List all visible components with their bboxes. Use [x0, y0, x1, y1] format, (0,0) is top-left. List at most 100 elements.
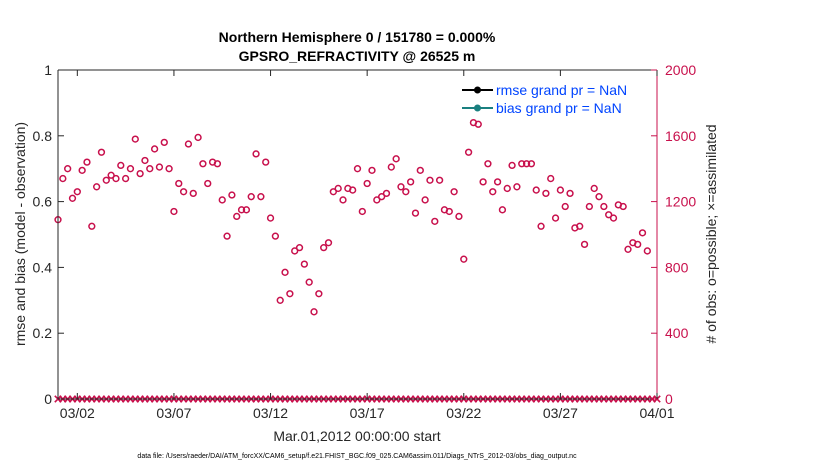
- possible-obs-marker: [503, 184, 511, 193]
- possible-obs-marker: [300, 260, 309, 268]
- x-axis-label: Mar.01,2012 00:00:00 start: [273, 428, 440, 444]
- possible-obs-marker: [136, 169, 144, 178]
- possible-obs-marker: [266, 214, 275, 222]
- possible-obs-marker: [489, 188, 497, 196]
- possible-obs-marker: [638, 229, 647, 237]
- possible-obs-marker: [223, 232, 231, 240]
- legend-marker-rmse: [474, 86, 481, 94]
- possible-obs-marker: [112, 174, 120, 183]
- possible-obs-marker: [233, 212, 241, 221]
- chart-title-line2: GPSRO_REFRACTIVITY @ 26525 m: [239, 48, 476, 64]
- possible-obs-marker: [508, 161, 516, 170]
- possible-obs-marker: [305, 278, 313, 286]
- left-y-axis-label: rmse and bias (model - observation): [12, 122, 28, 346]
- possible-obs-marker: [59, 174, 67, 183]
- legend-background: [456, 81, 644, 115]
- possible-obs-marker: [131, 135, 139, 143]
- possible-obs-marker: [358, 207, 366, 216]
- x-tick-label: 03/07: [156, 405, 191, 421]
- possible-obs-marker: [421, 196, 429, 204]
- possible-obs-marker: [237, 206, 246, 214]
- plot-background: [58, 70, 657, 399]
- possible-obs-marker: [547, 174, 555, 183]
- x-tick-label: 04/01: [639, 405, 674, 421]
- possible-obs-marker: [542, 189, 550, 198]
- possible-obs-marker: [624, 245, 632, 253]
- possible-obs-marker: [78, 166, 86, 174]
- possible-obs-marker: [600, 202, 608, 211]
- possible-obs-marker: [527, 160, 536, 168]
- possible-obs-marker: [561, 202, 569, 211]
- possible-obs-marker: [320, 244, 328, 252]
- left-y-axis-ticks: 0 0.2 0.4 0.6 0.8 1: [33, 62, 64, 407]
- possible-obs-marker: [184, 140, 193, 148]
- possible-obs-marker: [551, 214, 560, 222]
- possible-obs-marker: [204, 179, 212, 188]
- right-y-axis-ticks: 0 400 800 1200 1600 2000: [651, 62, 696, 407]
- data-file-footer: data file: /Users/raeder/DAI/ATM_forcXX/…: [137, 453, 577, 460]
- possible-obs-series: [54, 118, 651, 316]
- possible-obs-marker: [334, 184, 342, 193]
- possible-obs-marker: [73, 188, 81, 196]
- possible-obs-marker: [262, 158, 270, 166]
- possible-obs-marker: [392, 155, 400, 163]
- possible-obs-marker: [281, 268, 289, 276]
- possible-obs-marker: [619, 202, 627, 211]
- possible-obs-marker: [455, 212, 463, 221]
- possible-obs-marker: [286, 290, 294, 298]
- right-y-tick-label: 0: [665, 391, 673, 407]
- right-y-tick-label: 2000: [665, 62, 696, 78]
- possible-obs-marker: [566, 189, 574, 198]
- possible-obs-marker: [218, 196, 226, 204]
- possible-obs-marker: [170, 207, 178, 216]
- possible-obs-marker: [605, 211, 613, 219]
- possible-obs-marker: [585, 202, 594, 211]
- possible-obs-marker: [146, 165, 154, 173]
- chart-title-line1: Northern Hemisphere 0 / 151780 = 0.000%: [219, 29, 496, 45]
- possible-obs-marker: [199, 160, 207, 168]
- possible-obs-marker: [117, 161, 125, 170]
- possible-obs-marker: [406, 178, 415, 186]
- possible-obs-marker: [295, 244, 304, 252]
- possible-obs-marker: [474, 120, 482, 128]
- right-y-tick-label: 1200: [665, 194, 696, 210]
- possible-obs-marker: [189, 189, 197, 198]
- right-y-tick-label: 1600: [665, 128, 696, 144]
- x-axis-ticks: 03/02 03/07 03/12 03/17 03/22 03/27 04/01: [60, 70, 675, 421]
- x-tick-label: 03/27: [543, 405, 578, 421]
- possible-obs-marker: [445, 207, 453, 216]
- possible-obs-marker: [247, 193, 255, 201]
- possible-obs-marker: [493, 178, 502, 186]
- possible-obs-marker: [595, 193, 603, 201]
- possible-obs-marker: [479, 178, 487, 186]
- possible-obs-marker: [242, 206, 251, 214]
- possible-obs-marker: [576, 222, 584, 230]
- possible-obs-marker: [213, 160, 222, 168]
- left-y-tick-label: 0.4: [33, 259, 53, 275]
- possible-obs-marker: [580, 240, 589, 249]
- possible-obs-marker: [257, 193, 265, 201]
- possible-obs-marker: [329, 188, 337, 196]
- possible-obs-marker: [121, 174, 130, 183]
- possible-obs-marker: [397, 183, 405, 191]
- left-y-tick-label: 0.8: [33, 128, 53, 144]
- possible-obs-marker: [228, 191, 236, 199]
- possible-obs-marker: [460, 255, 468, 263]
- possible-obs-marker: [141, 156, 149, 165]
- possible-obs-marker: [310, 308, 318, 316]
- possible-obs-marker: [513, 183, 521, 191]
- possible-obs-marker: [271, 232, 280, 240]
- possible-obs-marker: [634, 240, 642, 249]
- right-y-tick-label: 400: [665, 325, 689, 341]
- x-tick-label: 03/17: [350, 405, 385, 421]
- possible-obs-marker: [643, 247, 651, 255]
- possible-obs-marker: [484, 160, 492, 168]
- possible-obs-marker: [150, 145, 159, 153]
- possible-obs-marker: [537, 222, 545, 230]
- legend-label-bias: bias grand pr = NaN: [496, 100, 622, 116]
- possible-obs-marker: [339, 196, 347, 204]
- possible-obs-marker: [522, 160, 531, 168]
- possible-obs-marker: [324, 239, 333, 247]
- possible-obs-marker: [382, 189, 391, 198]
- possible-obs-marker: [378, 193, 386, 201]
